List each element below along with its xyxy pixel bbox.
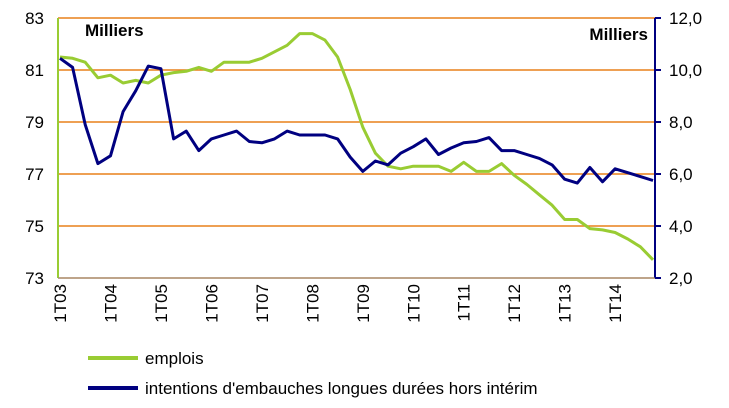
x-tick-label: 1T10: [404, 284, 423, 323]
legend-label: intentions d'embauches longues durées ho…: [145, 379, 538, 398]
x-tick-label: 1T14: [606, 284, 625, 323]
x-tick-label: 1T04: [101, 284, 120, 323]
y2-tick-label: 10,0: [669, 61, 702, 80]
y-tick-label: 81: [25, 61, 44, 80]
left-unit: Milliers: [85, 21, 144, 40]
y2-tick-label: 12,0: [669, 9, 702, 28]
y-tick-label: 79: [25, 113, 44, 132]
y-tick-label: 73: [25, 269, 44, 288]
y2-tick-label: 8,0: [669, 113, 693, 132]
x-tick-label: 1T08: [303, 284, 322, 323]
series-line: [59, 32, 655, 261]
right-unit: Milliers: [589, 25, 648, 44]
y-tick-label: 83: [25, 9, 44, 28]
x-tick-label: 1T07: [253, 284, 272, 323]
y-tick-label: 75: [25, 217, 44, 236]
x-tick-label: 1T03: [51, 284, 70, 323]
y2-tick-label: 6,0: [669, 165, 693, 184]
legend-label: emplois: [145, 349, 204, 368]
series-line: [59, 57, 654, 185]
x-tick-label: 1T05: [152, 284, 171, 323]
x-tick-label: 1T13: [556, 284, 575, 323]
x-tick-label: 1T09: [354, 284, 373, 323]
x-tick-label: 1T06: [202, 284, 221, 323]
y2-tick-label: 4,0: [669, 217, 693, 236]
y2-tick-label: 2,0: [669, 269, 693, 288]
y-tick-label: 77: [25, 165, 44, 184]
x-tick-label: 1T11: [455, 284, 474, 322]
x-tick-label: 1T12: [505, 284, 524, 323]
